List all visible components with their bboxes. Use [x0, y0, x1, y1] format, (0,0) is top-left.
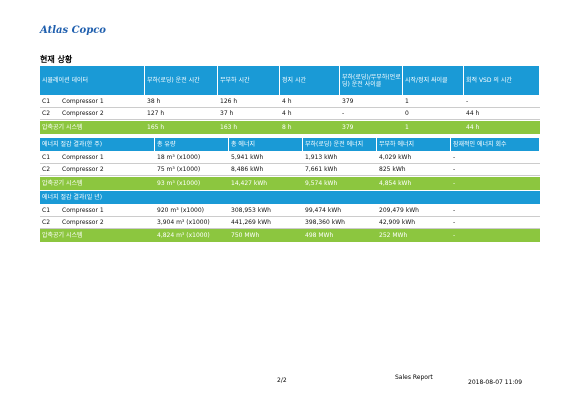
row-cell: 42,909 kWh: [377, 217, 451, 229]
row-cell: 308,953 kWh: [229, 205, 303, 217]
total-cell: 93 m³ (x1000): [155, 177, 229, 190]
total-cell: 498 MWh: [303, 229, 377, 242]
row-id: C2: [40, 108, 60, 120]
row-id: C2: [40, 217, 60, 229]
total-cell: 252 MWh: [377, 229, 451, 242]
row-cell: 7,661 kWh: [303, 164, 377, 176]
row-cell: 209,479 kWh: [377, 205, 451, 217]
row-name: Compressor 1: [60, 152, 155, 164]
row-cell: 1,913 kWh: [303, 152, 377, 164]
logo: Atlas Copco: [40, 25, 106, 36]
header-cell: 부하(로딩) 운전 에너지: [303, 138, 376, 151]
row-cell: 126 h: [218, 96, 280, 108]
row-cell: 4 h: [280, 96, 340, 108]
header-cell: 에너지 절감 결과(한 주): [40, 138, 154, 151]
total-cell: -: [451, 177, 540, 190]
row-cell: 8,486 kWh: [229, 164, 303, 176]
row-cell: 44 h: [464, 108, 540, 120]
row-id: C2: [40, 164, 60, 176]
row-cell: 920 m³ (x1000): [155, 205, 229, 217]
total-cell: 44 h: [464, 121, 540, 134]
total-cell: 14,427 kWh: [229, 177, 303, 190]
header-cell: 회적 VSD 의 시간: [464, 66, 539, 95]
row-id: C1: [40, 96, 60, 108]
total-cell: 4,854 kWh: [377, 177, 451, 190]
row-cell: 4 h: [280, 108, 340, 120]
row-cell: 4,029 kWh: [377, 152, 451, 164]
report-name: Sales Report: [395, 374, 433, 381]
row-cell: 37 h: [218, 108, 280, 120]
row-name: Compressor 2: [60, 108, 145, 120]
header-cell: 무부하 시간: [218, 66, 279, 95]
report-date: 2018-08-07 11:09: [468, 379, 523, 386]
header-cell: 시작/정지 싸이클: [403, 66, 463, 95]
row-cell: -: [451, 205, 540, 217]
header-cell: 정지 시간: [280, 66, 339, 95]
row-cell: 379: [340, 96, 403, 108]
total-cell: 750 MWh: [229, 229, 303, 242]
page-number: 2/2: [277, 377, 287, 384]
total-cell: 압축공기 시스템: [40, 177, 155, 190]
header-cell: 에너지 절감 결과(일 년): [40, 191, 540, 204]
header-cell: 부하(로딩) 운전 시간: [145, 66, 217, 95]
total-cell: 379: [340, 121, 403, 134]
row-cell: 0: [403, 108, 464, 120]
row-id: C1: [40, 205, 60, 217]
row-cell: 99,474 kWh: [303, 205, 377, 217]
total-cell: 압축공기 시스템: [40, 229, 155, 242]
header-cell: 총 유량: [155, 138, 228, 151]
section-title: 현재 상황: [40, 55, 73, 64]
total-cell: 압축공기 시스템: [40, 121, 145, 134]
row-cell: 18 m³ (x1000): [155, 152, 229, 164]
row-cell: -: [451, 152, 540, 164]
row-cell: -: [340, 108, 403, 120]
row-cell: 1: [403, 96, 464, 108]
row-name: Compressor 1: [60, 96, 145, 108]
total-cell: -: [451, 229, 540, 242]
row-cell: 5,941 kWh: [229, 152, 303, 164]
total-cell: 8 h: [280, 121, 340, 134]
header-cell: 시뮬레이션 데이터: [40, 66, 144, 95]
row-cell: 441,269 kWh: [229, 217, 303, 229]
total-cell: 4,824 m³ (x1000): [155, 229, 229, 242]
row-cell: 127 h: [145, 108, 218, 120]
total-cell: 165 h: [145, 121, 218, 134]
row-cell: -: [451, 164, 540, 176]
header-cell: 무부하 에너지: [377, 138, 450, 151]
header-cell: 총 에너지: [229, 138, 302, 151]
header-cell: 잠재적인 에너지 회수: [451, 138, 539, 151]
row-name: Compressor 1: [60, 205, 155, 217]
row-cell: 75 m³ (x1000): [155, 164, 229, 176]
row-cell: -: [451, 217, 540, 229]
row-cell: 3,904 m³ (x1000): [155, 217, 229, 229]
row-cell: -: [464, 96, 540, 108]
row-cell: 825 kWh: [377, 164, 451, 176]
header-cell: 부하(로딩)/무부하(언로딩) 운전 사이클: [340, 66, 402, 95]
total-cell: 9,574 kWh: [303, 177, 377, 190]
row-name: Compressor 2: [60, 217, 155, 229]
row-cell: 398,360 kWh: [303, 217, 377, 229]
row-cell: 38 h: [145, 96, 218, 108]
row-id: C1: [40, 152, 60, 164]
total-cell: 1: [403, 121, 464, 134]
total-cell: 163 h: [218, 121, 280, 134]
row-name: Compressor 2: [60, 164, 155, 176]
